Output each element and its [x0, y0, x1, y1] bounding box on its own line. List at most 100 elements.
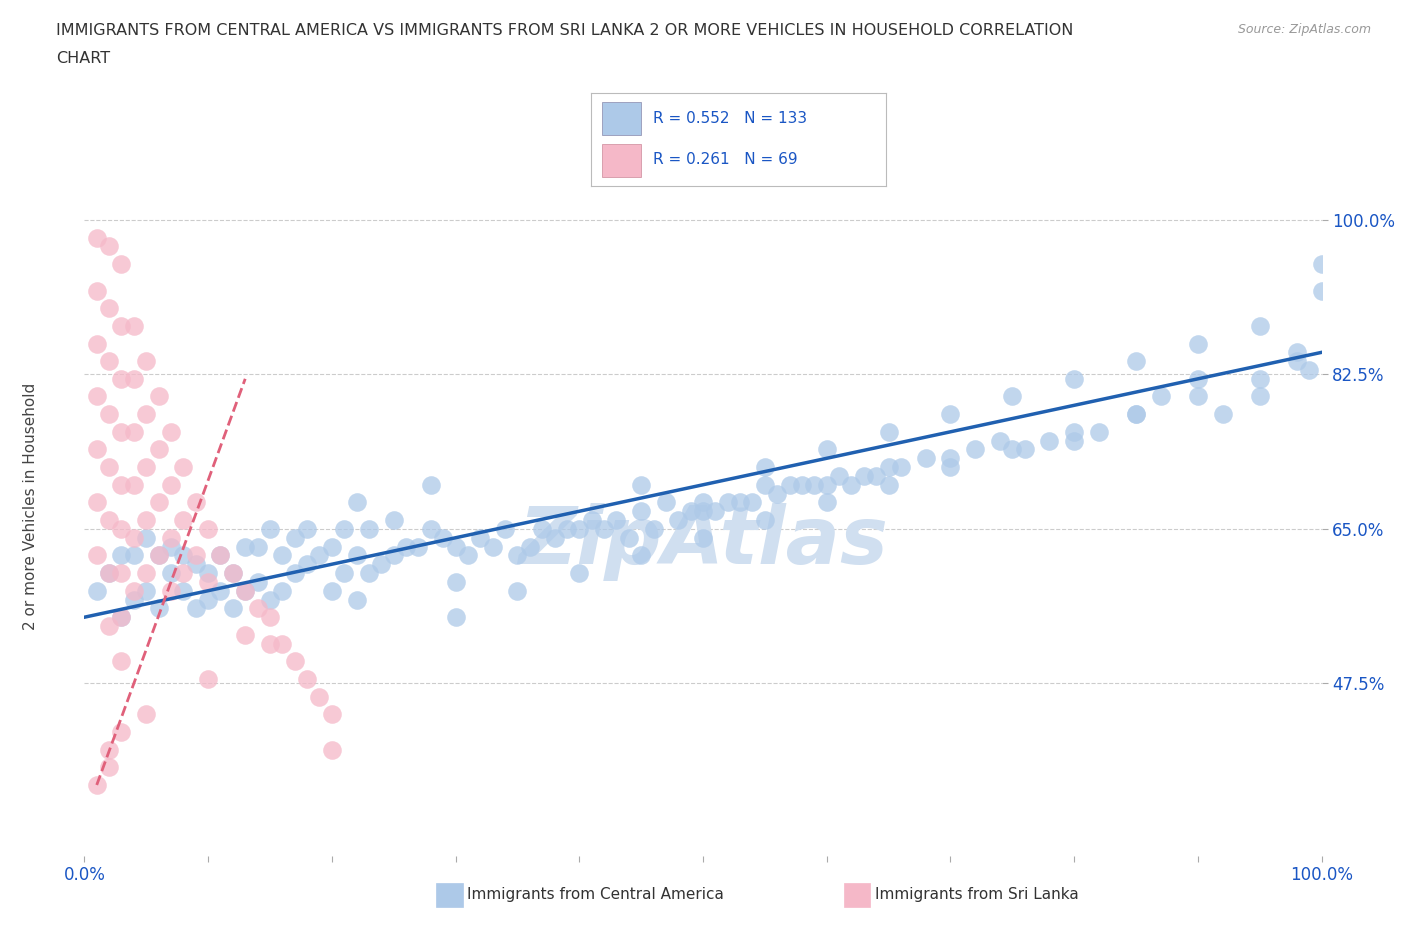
Point — [1125, 406, 1147, 421]
Point — [98, 459, 121, 474]
Point — [815, 442, 838, 457]
Point — [86, 548, 108, 563]
Point — [1038, 433, 1060, 448]
Point — [988, 433, 1011, 448]
Text: R = 0.552   N = 133: R = 0.552 N = 133 — [652, 111, 807, 126]
Point — [86, 336, 108, 351]
Point — [148, 601, 170, 616]
Point — [110, 610, 132, 625]
Point — [209, 548, 232, 563]
Point — [98, 565, 121, 580]
Point — [135, 512, 157, 527]
Point — [197, 592, 219, 607]
Point — [160, 530, 183, 545]
Point — [110, 565, 132, 580]
Point — [815, 495, 838, 510]
Point — [1063, 433, 1085, 448]
Point — [110, 654, 132, 669]
Point — [246, 539, 269, 554]
Point — [754, 459, 776, 474]
Point — [779, 477, 801, 492]
Point — [357, 522, 380, 537]
Point — [184, 557, 207, 572]
Point — [197, 565, 219, 580]
Point — [692, 495, 714, 510]
Point — [86, 495, 108, 510]
Text: Immigrants from Central America: Immigrants from Central America — [467, 887, 724, 902]
Point — [98, 406, 121, 421]
Point — [148, 442, 170, 457]
Point — [432, 530, 454, 545]
Point — [728, 495, 751, 510]
Point — [122, 530, 145, 545]
Point — [555, 522, 578, 537]
Point — [122, 424, 145, 439]
Point — [135, 565, 157, 580]
Point — [643, 522, 665, 537]
Point — [1298, 363, 1320, 378]
Point — [815, 477, 838, 492]
Point — [135, 406, 157, 421]
Point — [1150, 389, 1173, 404]
Point — [1063, 424, 1085, 439]
Point — [209, 548, 232, 563]
Point — [754, 512, 776, 527]
Point — [246, 601, 269, 616]
Point — [98, 512, 121, 527]
Point — [222, 565, 245, 580]
Point — [877, 424, 900, 439]
Point — [295, 557, 318, 572]
Point — [160, 477, 183, 492]
Point — [605, 512, 627, 527]
Point — [284, 654, 307, 669]
Point — [233, 628, 256, 643]
Point — [741, 495, 763, 510]
Point — [470, 530, 492, 545]
Text: ZipAtlas: ZipAtlas — [517, 503, 889, 580]
Point — [419, 477, 441, 492]
Point — [172, 565, 194, 580]
Point — [877, 477, 900, 492]
Point — [321, 707, 343, 722]
Point — [197, 522, 219, 537]
Point — [86, 283, 108, 298]
Point — [98, 239, 121, 254]
Point — [333, 565, 356, 580]
Point — [457, 548, 479, 563]
Point — [382, 548, 405, 563]
Point — [890, 459, 912, 474]
FancyBboxPatch shape — [602, 102, 641, 135]
Point — [803, 477, 825, 492]
Point — [444, 575, 467, 590]
Point — [135, 707, 157, 722]
Point — [419, 522, 441, 537]
Point — [295, 522, 318, 537]
Point — [593, 522, 616, 537]
Point — [271, 636, 294, 651]
Point — [321, 539, 343, 554]
Point — [346, 495, 368, 510]
Point — [284, 530, 307, 545]
Point — [841, 477, 863, 492]
Point — [110, 477, 132, 492]
Point — [531, 522, 554, 537]
Point — [1014, 442, 1036, 457]
Point — [1285, 345, 1308, 360]
Point — [271, 583, 294, 598]
Point — [122, 371, 145, 386]
Point — [160, 583, 183, 598]
Point — [568, 522, 591, 537]
Point — [160, 424, 183, 439]
Point — [135, 530, 157, 545]
Text: Source: ZipAtlas.com: Source: ZipAtlas.com — [1237, 23, 1371, 36]
Point — [222, 601, 245, 616]
Point — [382, 512, 405, 527]
Point — [172, 459, 194, 474]
Point — [1249, 371, 1271, 386]
Point — [222, 565, 245, 580]
Point — [333, 522, 356, 537]
Point — [481, 539, 503, 554]
Point — [357, 565, 380, 580]
Point — [766, 486, 789, 501]
Point — [160, 539, 183, 554]
